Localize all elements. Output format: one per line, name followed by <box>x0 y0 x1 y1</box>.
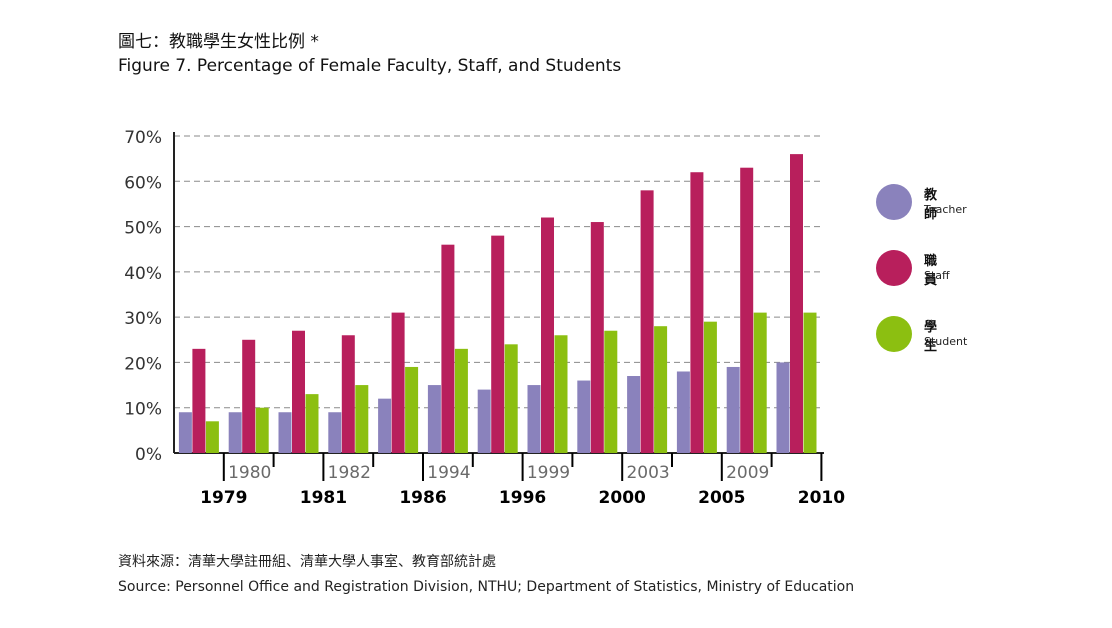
bar-teacher <box>676 371 690 453</box>
bar-staff <box>491 235 505 453</box>
legend-label-zh: 教師 <box>924 188 938 222</box>
bar-student <box>803 312 817 453</box>
y-tick-label: 30% <box>124 309 162 329</box>
legend-label-zh: 職員 <box>924 254 938 288</box>
bar-staff <box>242 339 256 453</box>
bar-teacher <box>427 385 441 453</box>
legend-swatch-student <box>876 316 912 352</box>
y-tick-label: 50% <box>124 219 162 239</box>
bar-staff <box>341 335 355 453</box>
x-tick-label: 2009 <box>726 463 769 483</box>
x-tick-label: 2010 <box>798 488 845 508</box>
bar-teacher <box>776 362 790 453</box>
x-tick-label: 1979 <box>200 488 247 508</box>
bar-staff <box>192 348 206 453</box>
bar-staff <box>541 217 554 453</box>
bar-staff <box>640 190 654 454</box>
x-tick-label: 2005 <box>698 488 745 508</box>
bar-staff <box>590 222 604 453</box>
x-tick-label: 2003 <box>626 463 669 483</box>
x-tick-label: 1981 <box>300 488 347 508</box>
x-tick-label: 1996 <box>499 488 546 508</box>
bar-student <box>405 366 419 453</box>
bar-staff <box>740 167 754 453</box>
bar-student <box>604 330 618 453</box>
y-tick-label: 20% <box>124 354 162 374</box>
y-tick-label: 10% <box>124 400 162 420</box>
bar-teacher <box>627 376 641 453</box>
legend-label-en: Staff <box>924 269 950 282</box>
bar-student <box>554 335 568 453</box>
x-tick-label: 1994 <box>427 463 470 483</box>
x-tick-label: 2000 <box>599 488 646 508</box>
bar-staff <box>790 154 803 453</box>
bar-student <box>454 348 468 453</box>
source-note-en: Source: Personnel Office and Registratio… <box>118 579 855 595</box>
bar-teacher <box>726 366 740 453</box>
legend-swatch-teacher <box>876 184 912 220</box>
y-tick-label: 40% <box>124 264 162 284</box>
bar-student <box>753 312 767 453</box>
x-tick-label: 1999 <box>527 463 570 483</box>
bar-student <box>703 321 717 453</box>
bar-teacher <box>477 389 491 453</box>
bar-student <box>305 394 319 453</box>
chart-title-en: Figure 7. Percentage of Female Faculty, … <box>118 56 622 76</box>
bar-teacher <box>527 385 541 453</box>
bar-student <box>255 407 269 453</box>
bar-teacher <box>577 380 591 453</box>
y-tick-label: 60% <box>124 173 162 193</box>
bar-staff <box>690 172 704 453</box>
x-tick-label: 1980 <box>228 463 271 483</box>
legend-label-en: Student <box>924 335 968 348</box>
bar-student <box>654 326 668 453</box>
chart-title-zh: 圖七：教職學生女性比例 * <box>118 32 319 52</box>
legend-swatch-staff <box>876 250 912 286</box>
legend-label-en: Teacher <box>924 203 967 216</box>
bar-teacher <box>228 412 242 453</box>
x-tick-label: 1986 <box>399 488 446 508</box>
source-note-zh: 資料來源：清華大學註冊組、清華大學人事室、教育部統計處 <box>118 554 496 570</box>
legend-label-zh: 學生 <box>924 320 938 354</box>
bar-student <box>504 344 518 453</box>
bar-teacher <box>378 398 392 453</box>
bar-teacher <box>328 412 342 453</box>
y-tick-label: 70% <box>124 128 162 148</box>
bar-teacher <box>278 412 292 453</box>
bar-staff <box>391 312 405 453</box>
y-tick-label: 0% <box>135 445 162 465</box>
bar-staff <box>441 244 455 453</box>
bar-teacher <box>178 412 192 453</box>
bar-student <box>205 421 219 453</box>
bar-student <box>355 385 369 453</box>
bar-staff <box>292 330 305 453</box>
x-tick-label: 1982 <box>328 463 371 483</box>
